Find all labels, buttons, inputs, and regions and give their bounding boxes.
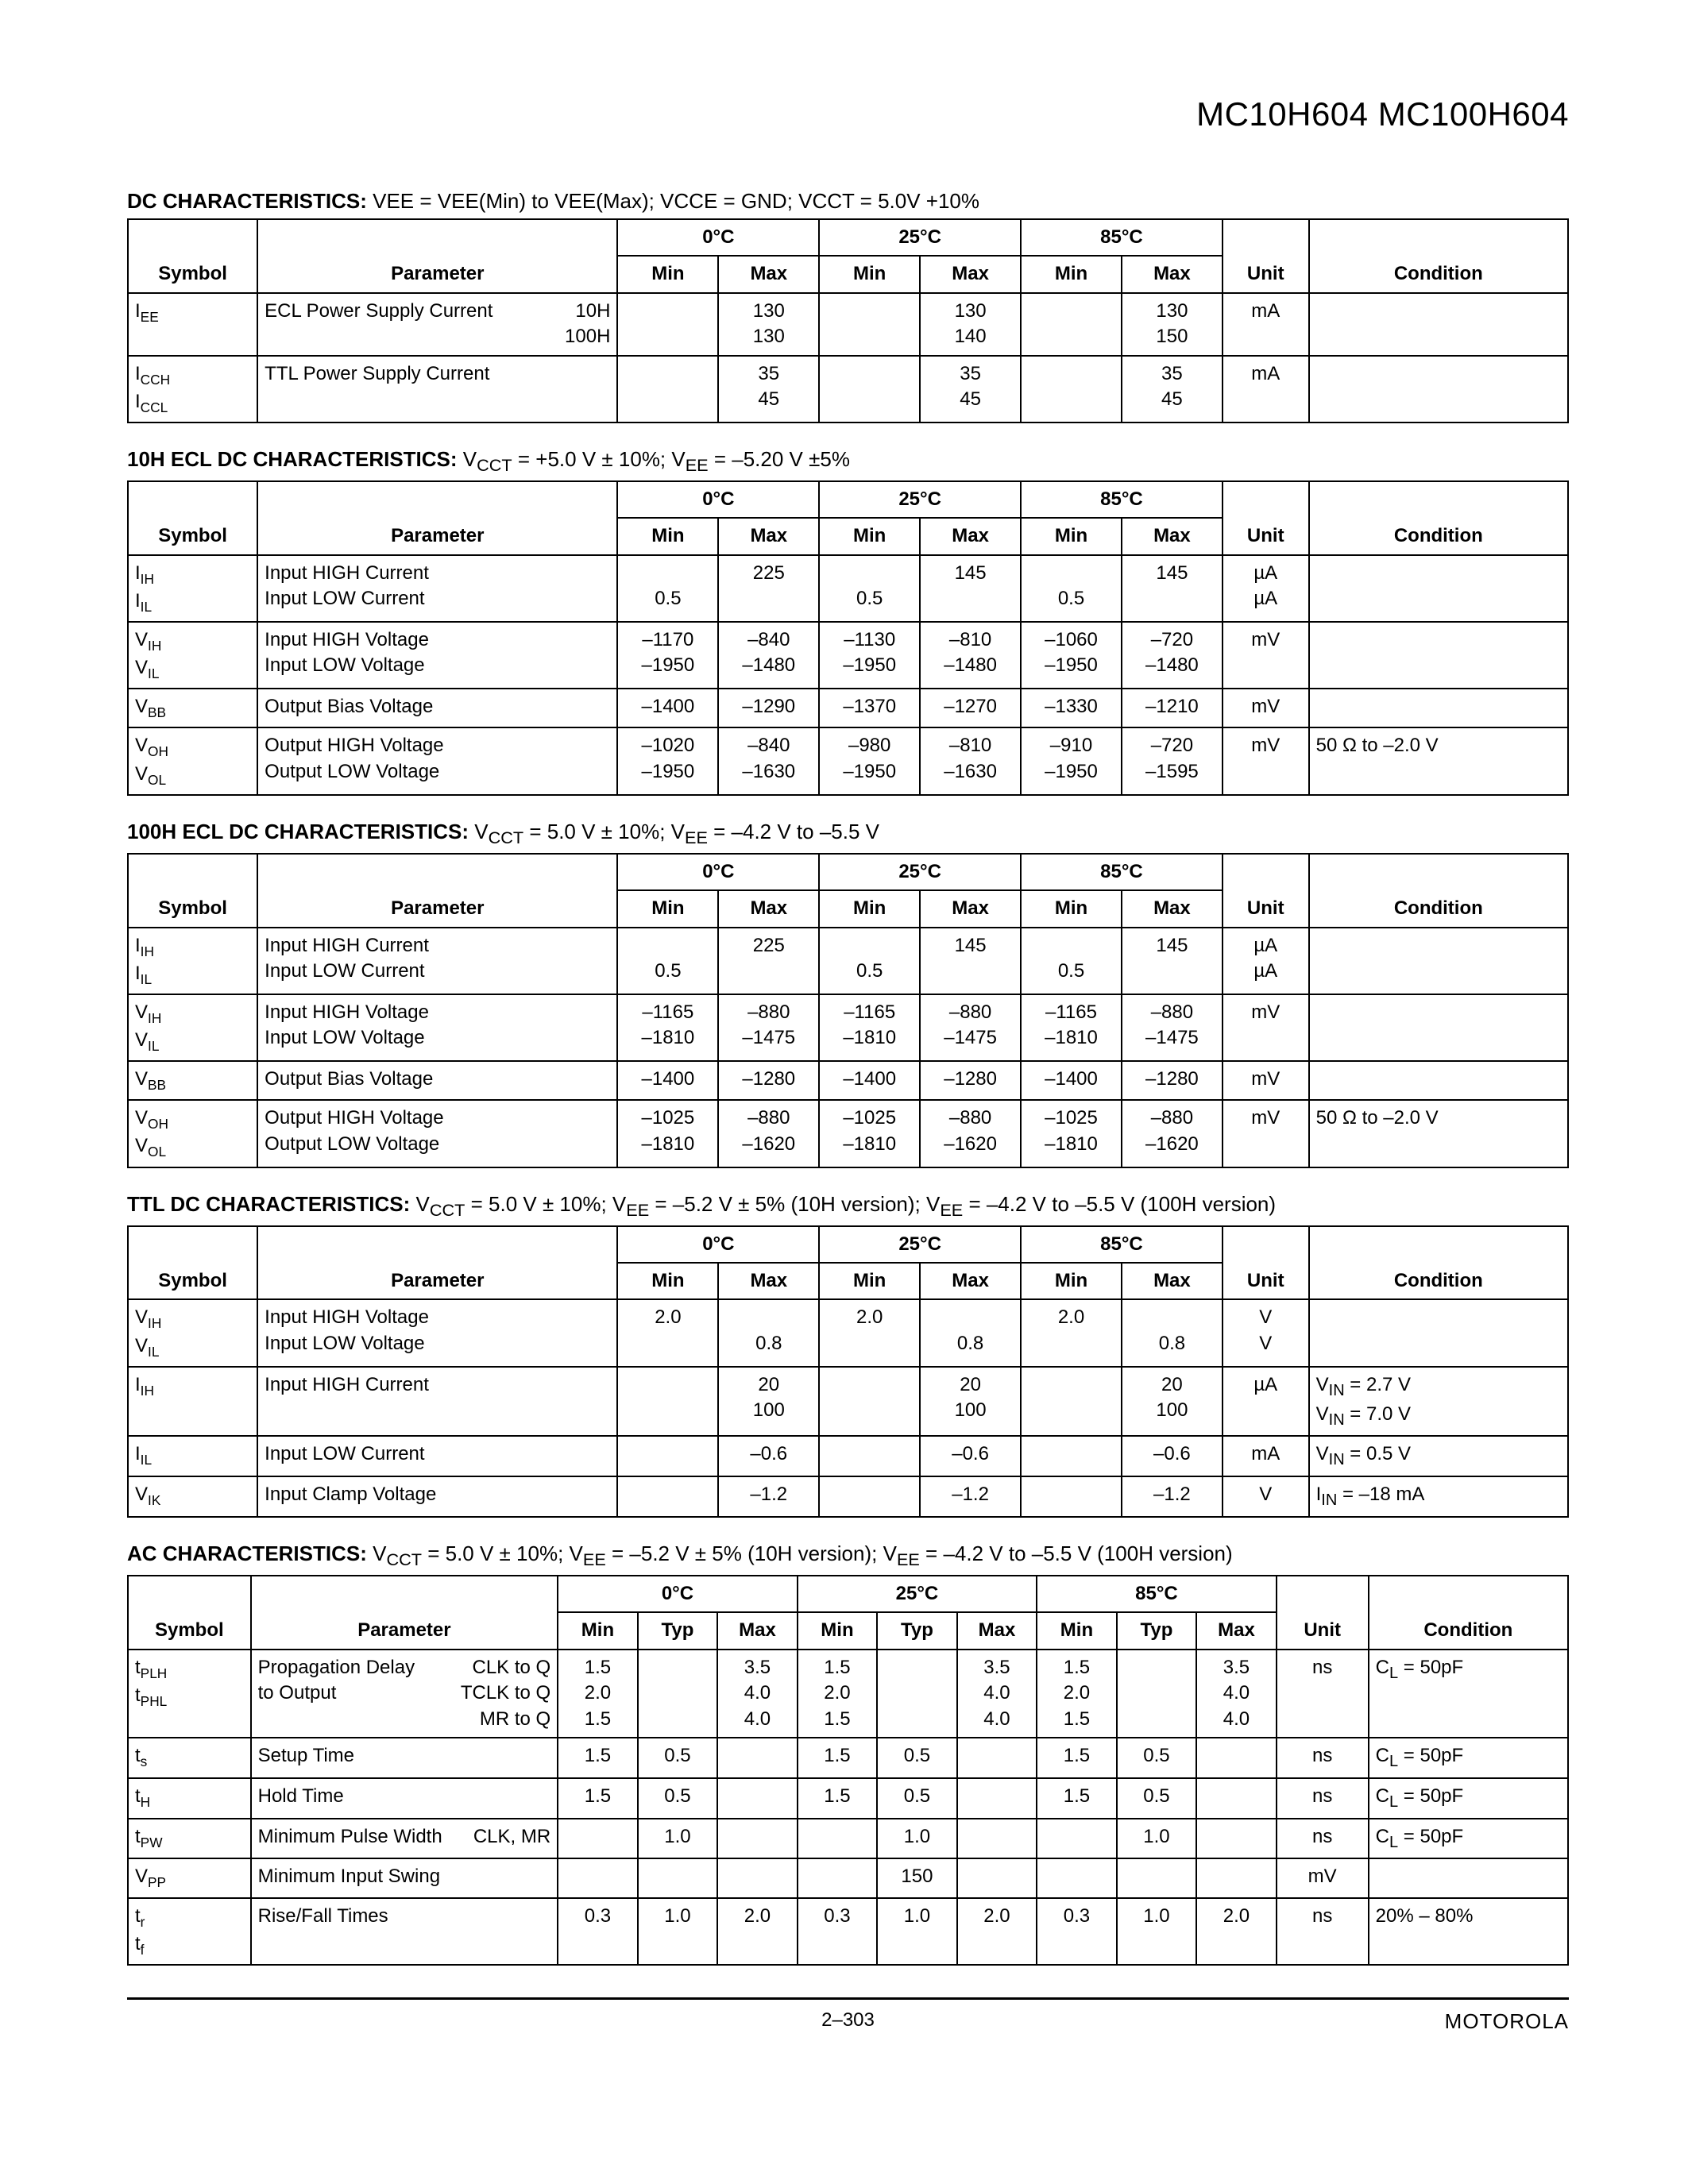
parameter-cell: ECL Power Supply Current10H100H	[257, 293, 617, 356]
symbol-cell: trtf	[128, 1898, 251, 1965]
table-row: VIKInput Clamp Voltage –1.2 –1.2 –1.2VII…	[128, 1476, 1568, 1517]
table-row: VPPMinimum Input Swing 150 mV	[128, 1858, 1568, 1897]
table-row: VBBOutput Bias Voltage–1400–1280–1400–12…	[128, 1061, 1568, 1100]
table-dc: SymbolParameter0°C25°C85°CUnitConditionM…	[127, 218, 1569, 423]
parameter-cell: Input HIGH CurrentInput LOW Current	[257, 928, 617, 994]
table-row: VOHVOLOutput HIGH VoltageOutput LOW Volt…	[128, 727, 1568, 794]
table-ac: SymbolParameter0°C25°C85°CUnitConditionM…	[127, 1575, 1569, 1966]
table-row: VIHVILInput HIGH VoltageInput LOW Voltag…	[128, 622, 1568, 689]
table-row: VIHVILInput HIGH VoltageInput LOW Voltag…	[128, 1299, 1568, 1366]
parameter-cell: Input HIGH VoltageInput LOW Voltage	[257, 622, 617, 689]
table-row: VIHVILInput HIGH VoltageInput LOW Voltag…	[128, 994, 1568, 1061]
condition-cell	[1309, 356, 1568, 423]
section-title-ac: AC CHARACTERISTICS: VCCT = 5.0 V ± 10%; …	[127, 1542, 1569, 1570]
table-row: VOHVOLOutput HIGH VoltageOutput LOW Volt…	[128, 1100, 1568, 1167]
table-row: IIHIILInput HIGH CurrentInput LOW Curren…	[128, 555, 1568, 622]
condition-cell: 50 Ω to –2.0 V	[1309, 1100, 1568, 1167]
symbol-cell: VOHVOL	[128, 727, 257, 794]
condition-cell: CL = 50pF	[1369, 1819, 1568, 1859]
parameter-cell: Output Bias Voltage	[257, 1061, 617, 1100]
parameter-cell: TTL Power Supply Current	[257, 356, 617, 423]
symbol-cell: VBB	[128, 689, 257, 727]
condition-cell: CL = 50pF	[1369, 1650, 1568, 1738]
table-row: IIHIILInput HIGH CurrentInput LOW Curren…	[128, 928, 1568, 994]
table-row: trtfRise/Fall Times0.31.02.00.31.02.00.3…	[128, 1898, 1568, 1965]
symbol-cell: tH	[128, 1778, 251, 1819]
condition-cell: VIN = 0.5 V	[1309, 1436, 1568, 1476]
table-row: VBBOutput Bias Voltage–1400–1290–1370–12…	[128, 689, 1568, 727]
condition-cell: 50 Ω to –2.0 V	[1309, 727, 1568, 794]
symbol-cell: VPP	[128, 1858, 251, 1897]
section-title-ttl: TTL DC CHARACTERISTICS: VCCT = 5.0 V ± 1…	[127, 1192, 1569, 1221]
datasheet-page: MC10H604 MC100H604 DC CHARACTERISTICS: V…	[0, 0, 1688, 2184]
parameter-cell: Output HIGH VoltageOutput LOW Voltage	[257, 1100, 617, 1167]
symbol-cell: ICCHICCL	[128, 356, 257, 423]
condition-cell: CL = 50pF	[1369, 1738, 1568, 1778]
symbol-cell: VIK	[128, 1476, 257, 1517]
table-ecl10h: SymbolParameter0°C25°C85°CUnitConditionM…	[127, 480, 1569, 796]
condition-cell	[1309, 555, 1568, 622]
symbol-cell: tPLHtPHL	[128, 1650, 251, 1738]
symbol-cell: VIHVIL	[128, 622, 257, 689]
symbol-cell: VIHVIL	[128, 994, 257, 1061]
condition-cell	[1369, 1858, 1568, 1897]
table-row: tsSetup Time1.50.5 1.50.5 1.50.5 nsCL = …	[128, 1738, 1568, 1778]
table-row: IILInput LOW Current –0.6 –0.6 –0.6mAVIN…	[128, 1436, 1568, 1476]
parameter-cell: Input HIGH CurrentInput LOW Current	[257, 555, 617, 622]
symbol-cell: IIHIIL	[128, 555, 257, 622]
symbol-cell: IEE	[128, 293, 257, 356]
symbol-cell: VOHVOL	[128, 1100, 257, 1167]
part-number-title: MC10H604 MC100H604	[127, 95, 1569, 133]
symbol-cell: IIH	[128, 1367, 257, 1437]
footer-brand: MOTOROLA	[1445, 2009, 1569, 2034]
table-row: ICCHICCLTTL Power Supply Current35453545…	[128, 356, 1568, 423]
parameter-cell: Propagation Delayto OutputCLK to QTCLK t…	[251, 1650, 558, 1738]
table-ttl: SymbolParameter0°C25°C85°CUnitConditionM…	[127, 1225, 1569, 1518]
condition-cell: CL = 50pF	[1369, 1778, 1568, 1819]
parameter-cell: Setup Time	[251, 1738, 558, 1778]
parameter-cell: Input HIGH VoltageInput LOW Voltage	[257, 994, 617, 1061]
symbol-cell: IIL	[128, 1436, 257, 1476]
section-title-ecl10h: 10H ECL DC CHARACTERISTICS: VCCT = +5.0 …	[127, 447, 1569, 476]
symbol-cell: VIHVIL	[128, 1299, 257, 1366]
footer-page-number: 2–303	[821, 2009, 875, 2032]
condition-cell: VIN = 2.7 VVIN = 7.0 V	[1309, 1367, 1568, 1437]
condition-cell	[1309, 994, 1568, 1061]
condition-cell: IIN = –18 mA	[1309, 1476, 1568, 1517]
condition-cell	[1309, 1299, 1568, 1366]
section-title-ecl100h: 100H ECL DC CHARACTERISTICS: VCCT = 5.0 …	[127, 820, 1569, 848]
parameter-cell: Minimum Input Swing	[251, 1858, 558, 1897]
page-footer: 2–303 MOTOROLA	[127, 1997, 1569, 2032]
condition-cell	[1309, 622, 1568, 689]
parameter-cell: Input HIGH Current	[257, 1367, 617, 1437]
table-row: tPLHtPHLPropagation Delayto OutputCLK to…	[128, 1650, 1568, 1738]
section-title-dc: DC CHARACTERISTICS: VEE = VEE(Min) to VE…	[127, 189, 1569, 214]
parameter-cell: Input HIGH VoltageInput LOW Voltage	[257, 1299, 617, 1366]
symbol-cell: VBB	[128, 1061, 257, 1100]
condition-cell	[1309, 928, 1568, 994]
parameter-cell: Minimum Pulse WidthCLK, MR	[251, 1819, 558, 1859]
table-ecl100h: SymbolParameter0°C25°C85°CUnitConditionM…	[127, 853, 1569, 1168]
parameter-cell: Input LOW Current	[257, 1436, 617, 1476]
parameter-cell: Output Bias Voltage	[257, 689, 617, 727]
parameter-cell: Hold Time	[251, 1778, 558, 1819]
symbol-cell: tPW	[128, 1819, 251, 1859]
symbol-cell: IIHIIL	[128, 928, 257, 994]
table-row: tHHold Time1.50.5 1.50.5 1.50.5 nsCL = 5…	[128, 1778, 1568, 1819]
tables-container: DC CHARACTERISTICS: VEE = VEE(Min) to VE…	[127, 189, 1569, 1966]
parameter-cell: Rise/Fall Times	[251, 1898, 558, 1965]
condition-cell	[1309, 1061, 1568, 1100]
parameter-cell: Input Clamp Voltage	[257, 1476, 617, 1517]
symbol-cell: ts	[128, 1738, 251, 1778]
condition-cell: 20% – 80%	[1369, 1898, 1568, 1965]
table-row: IIHInput HIGH Current 20100 20100 20100µ…	[128, 1367, 1568, 1437]
condition-cell	[1309, 293, 1568, 356]
table-row: IEEECL Power Supply Current10H100H130130…	[128, 293, 1568, 356]
condition-cell	[1309, 689, 1568, 727]
parameter-cell: Output HIGH VoltageOutput LOW Voltage	[257, 727, 617, 794]
table-row: tPWMinimum Pulse WidthCLK, MR 1.0 1.0 1.…	[128, 1819, 1568, 1859]
